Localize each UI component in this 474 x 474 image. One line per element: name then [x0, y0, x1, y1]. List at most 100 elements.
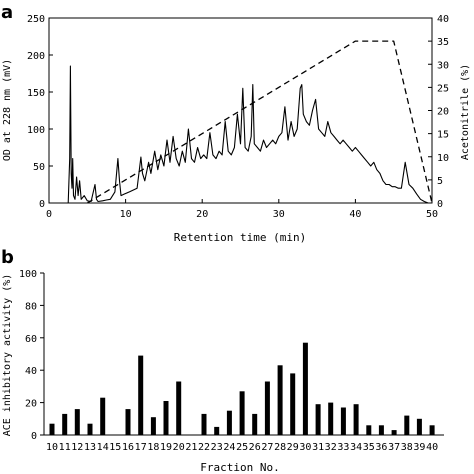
- bar-fraction-33: [340, 407, 346, 435]
- bar-fraction-17: [138, 355, 144, 435]
- bar-fraction-11: [62, 413, 68, 435]
- absorbance-trace-line: [49, 65, 432, 204]
- bar-fraction-38: [404, 415, 410, 435]
- x-tick-label: 15: [109, 442, 121, 453]
- x-tick-label: 20: [196, 209, 208, 220]
- x-tick-label: 37: [388, 442, 400, 453]
- x-tick-label: 30: [299, 442, 311, 453]
- x-tick-label: 40: [349, 209, 361, 220]
- x-tick-label: 10: [120, 209, 132, 220]
- bar-fraction-18: [150, 417, 156, 435]
- y-tick-label: 100: [27, 125, 45, 136]
- x-tick-label: 23: [211, 442, 223, 453]
- bar-fraction-37: [391, 430, 397, 435]
- x-tick-label: 12: [71, 442, 83, 453]
- x-tick-label: 24: [223, 442, 235, 453]
- bar-fraction-30: [302, 342, 308, 435]
- bar-fraction-36: [378, 425, 384, 435]
- panel-a-right-axis: 0 5 10 15 20 25 30 35 40: [428, 14, 449, 210]
- y-tick-label: 0: [39, 199, 45, 210]
- panel-b-y-axis-title: ACE inhibitory activity (%): [2, 274, 13, 437]
- x-tick-label: 13: [84, 442, 96, 453]
- x-tick-label: 20: [173, 442, 185, 453]
- x-tick-label: 29: [287, 442, 299, 453]
- x-tick-label: 11: [59, 442, 71, 453]
- panel-a-plot-frame: [48, 17, 433, 204]
- bar-fraction-28: [277, 365, 283, 435]
- x-tick-label: 17: [135, 442, 147, 453]
- bar-fraction-34: [353, 404, 359, 435]
- y-tick-label: 250: [27, 14, 45, 25]
- panel-a-y-axis-title: OD at 228 nm (mV): [2, 59, 13, 161]
- y-tick-label: 60: [25, 334, 37, 345]
- y-tick-label: 80: [25, 301, 37, 312]
- x-tick-label: 40: [426, 442, 438, 453]
- y2-tick-label: 5: [437, 176, 443, 187]
- bar-fraction-29: [290, 373, 296, 435]
- x-tick-label: 33: [337, 442, 349, 453]
- bar-fraction-12: [74, 409, 80, 435]
- panel-a-series: [49, 40, 433, 204]
- bar-fraction-31: [315, 404, 321, 435]
- bar-fraction-16: [125, 409, 131, 435]
- y-tick-label: 40: [25, 366, 37, 377]
- bar-fraction-20: [176, 381, 182, 435]
- y2-tick-label: 30: [437, 60, 449, 71]
- panel-a-left-axis: 0 50 100 150 200 250: [27, 14, 53, 210]
- x-tick-label: 0: [46, 209, 52, 220]
- x-tick-label: 19: [160, 442, 172, 453]
- panel-a-y2-axis-title: Acetonitrile (%): [460, 64, 471, 160]
- bar-fraction-23: [214, 426, 220, 435]
- bar-fraction-22: [201, 413, 207, 435]
- panel-b-x-axis-title: Fraction No.: [200, 461, 279, 474]
- x-tick-label: 32: [325, 442, 337, 453]
- y2-tick-label: 35: [437, 37, 449, 48]
- panel-a-label: a: [1, 2, 13, 23]
- x-tick-label: 16: [122, 442, 134, 453]
- y-tick-label: 200: [27, 51, 45, 62]
- panel-b-x-axis: 10 11 12 13 14 15 16 17 18 19 20 21 22 23 24 25 26 27 28 29…: [46, 442, 438, 453]
- bar-fraction-39: [416, 418, 422, 435]
- y2-tick-label: 25: [437, 83, 449, 94]
- x-tick-label: 36: [375, 442, 387, 453]
- panel-b-bars: [49, 342, 435, 435]
- y2-tick-label: 20: [437, 107, 449, 118]
- y2-tick-label: 0: [437, 199, 443, 210]
- y-tick-label: 100: [19, 269, 37, 280]
- bar-fraction-27: [264, 381, 270, 435]
- panel-a: a 0 50 100 150 200 250 0 5 10 15 20 25 30 35 40 0 10 20…: [1, 2, 471, 244]
- bar-fraction-10: [49, 423, 55, 435]
- bar-fraction-24: [226, 410, 232, 435]
- x-tick-label: 39: [413, 442, 425, 453]
- bar-fraction-32: [328, 402, 334, 435]
- bar-fraction-14: [100, 397, 106, 435]
- bar-fraction-26: [252, 413, 258, 435]
- x-tick-label: 30: [273, 209, 285, 220]
- bar-fraction-19: [163, 401, 169, 435]
- x-tick-label: 34: [350, 442, 362, 453]
- bar-fraction-25: [239, 391, 245, 435]
- y2-tick-label: 10: [437, 153, 449, 164]
- panel-a-x-axis-title: Retention time (min): [174, 231, 306, 244]
- x-tick-label: 22: [198, 442, 210, 453]
- x-tick-label: 31: [312, 442, 324, 453]
- y2-tick-label: 15: [437, 130, 449, 141]
- x-tick-label: 35: [363, 442, 375, 453]
- bar-fraction-40: [429, 425, 435, 435]
- x-tick-label: 25: [236, 442, 248, 453]
- bar-fraction-35: [366, 425, 372, 435]
- x-tick-label: 26: [249, 442, 261, 453]
- x-tick-label: 10: [46, 442, 58, 453]
- y-tick-label: 150: [27, 88, 45, 99]
- acetonitrile-gradient-line: [86, 40, 433, 204]
- panel-b-label: b: [1, 247, 14, 268]
- x-tick-label: 38: [401, 442, 413, 453]
- bar-fraction-13: [87, 423, 93, 435]
- x-tick-label: 14: [97, 442, 109, 453]
- x-tick-label: 27: [261, 442, 273, 453]
- y-tick-label: 20: [25, 399, 37, 410]
- panel-a-x-axis: 0 10 20 30 40 50: [46, 199, 438, 220]
- y-tick-label: 50: [33, 162, 45, 173]
